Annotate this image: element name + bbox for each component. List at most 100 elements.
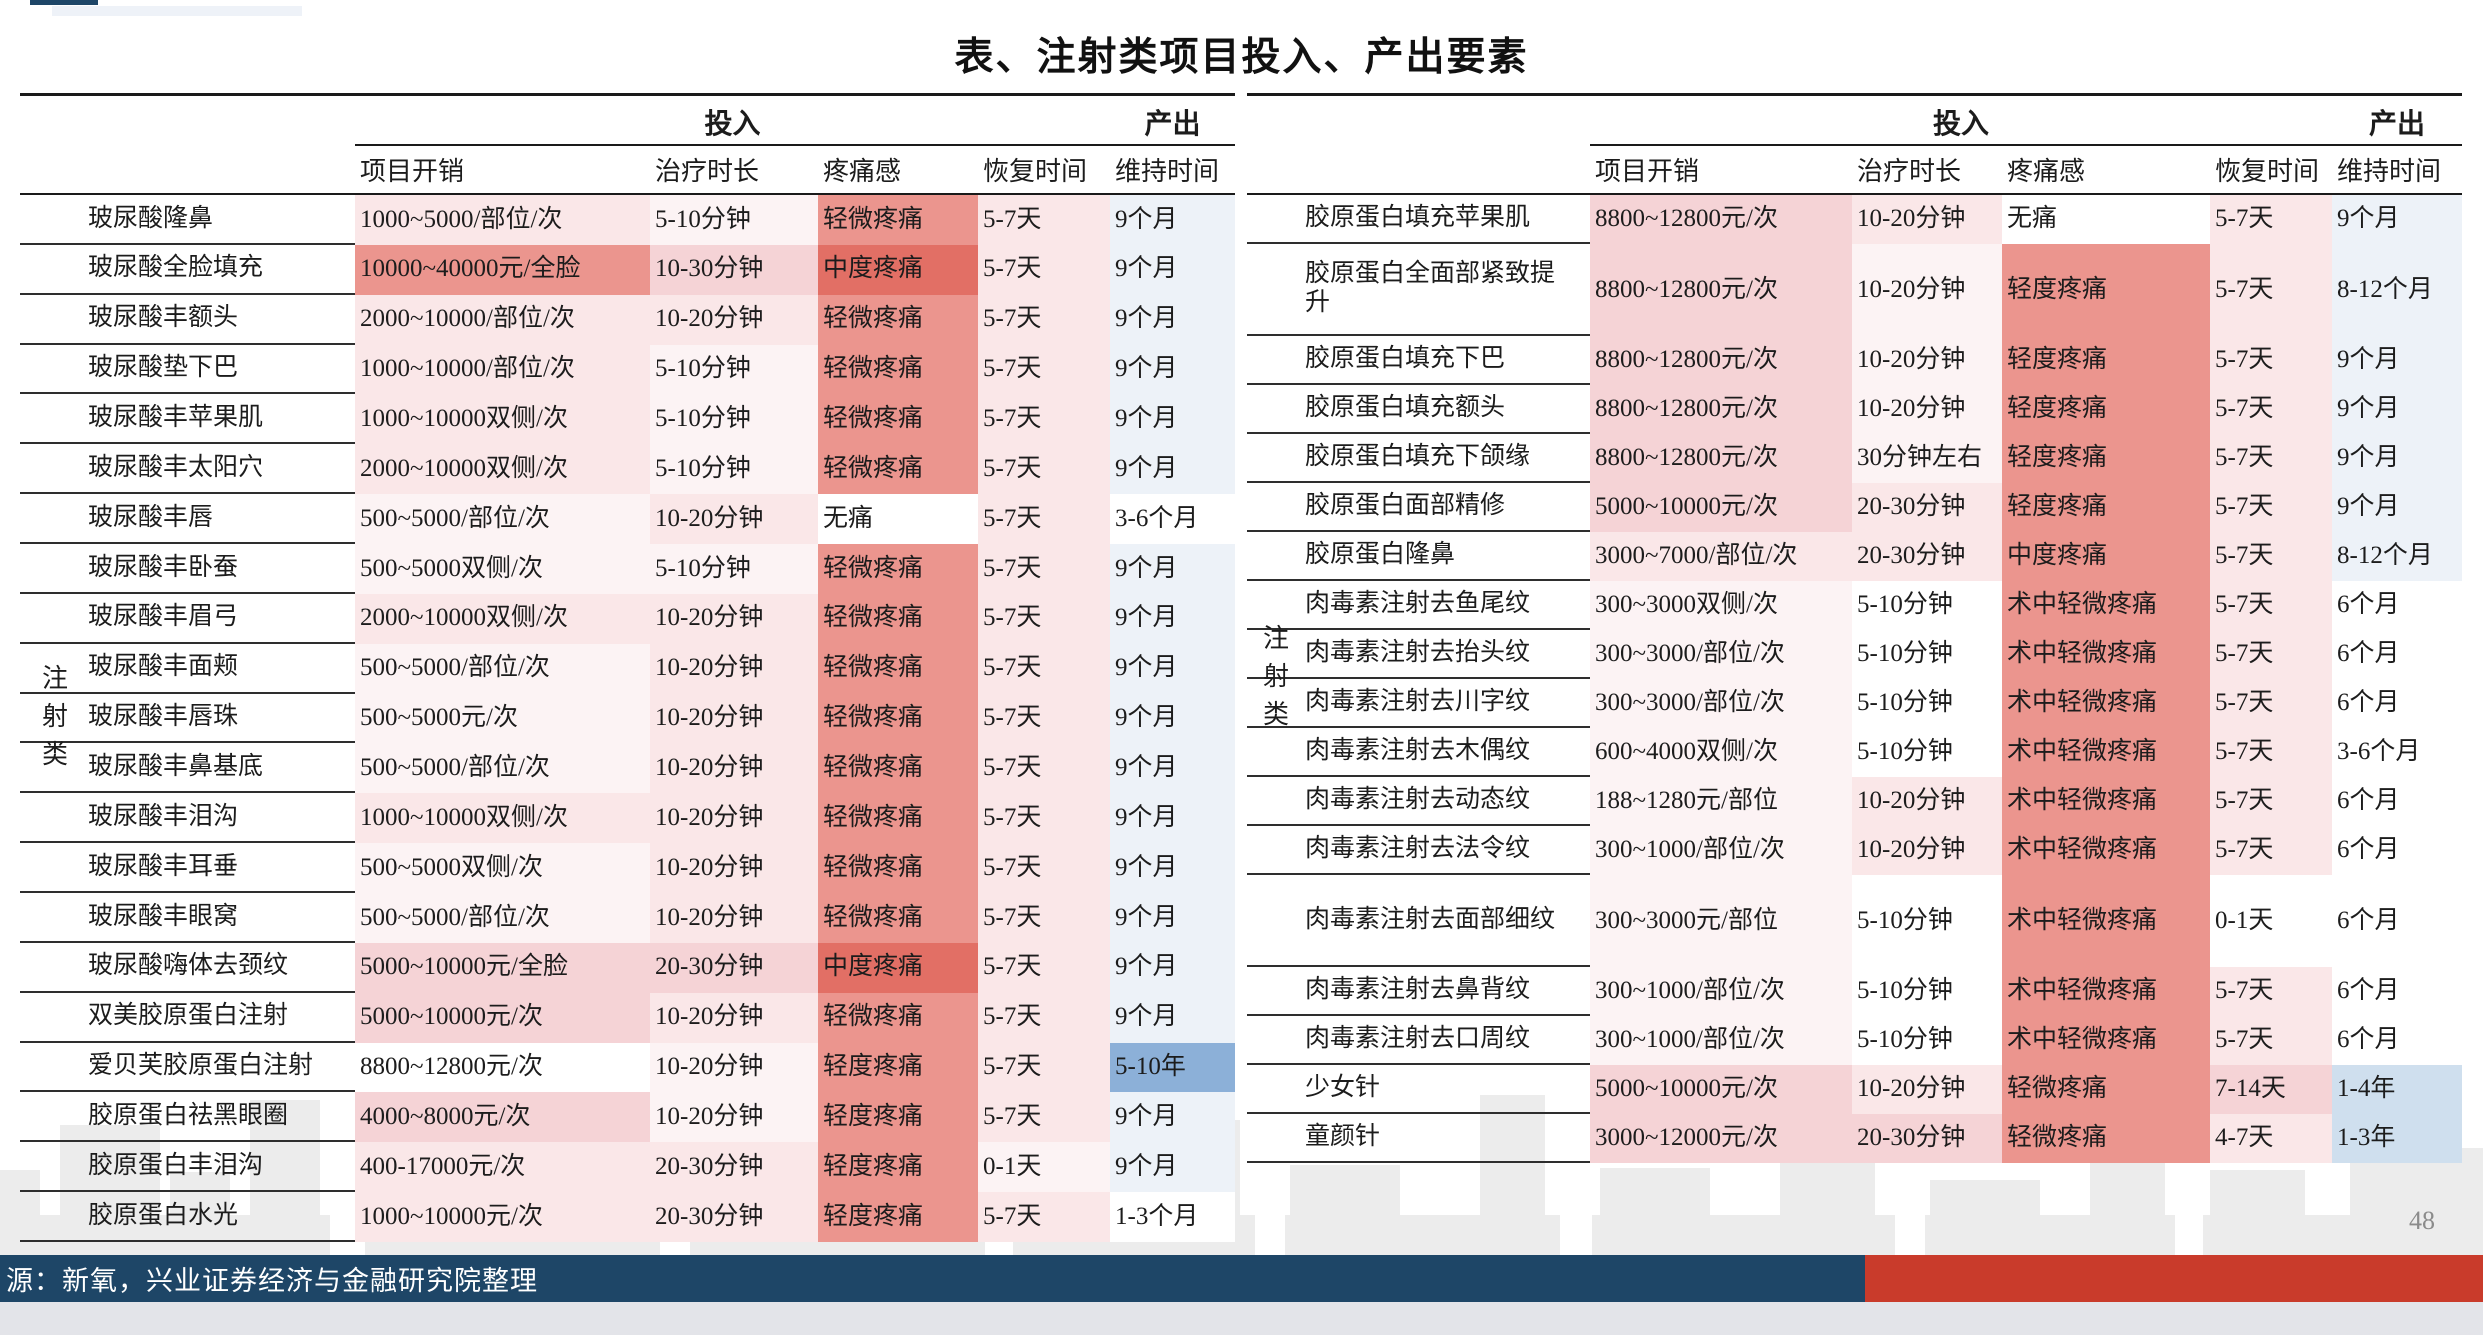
maintain-cell: 6个月 bbox=[2332, 679, 2462, 728]
table-row: 玻尿酸丰鼻基底 500~5000/部位/次 10-20分钟 轻微疼痛 5-7天 9个月 bbox=[20, 743, 1235, 794]
duration-cell: 5-10分钟 bbox=[650, 544, 818, 594]
top-left-accent-strip bbox=[52, 6, 302, 16]
recovery-cell: 4-7天 bbox=[2210, 1114, 2332, 1163]
recovery-cell: 5-7天 bbox=[978, 1092, 1110, 1143]
cost-cell: 5000~10000元/次 bbox=[1590, 1065, 1852, 1114]
recovery-cell: 5-7天 bbox=[978, 244, 1110, 295]
column-header-duration: 治疗时长 bbox=[655, 157, 760, 186]
recovery-cell: 5-7天 bbox=[2210, 679, 2332, 728]
recovery-cell: 5-7天 bbox=[2210, 630, 2332, 679]
pain-cell: 轻度疼痛 bbox=[2002, 336, 2210, 385]
recovery-cell: 5-7天 bbox=[978, 294, 1110, 345]
duration-cell: 10-20分钟 bbox=[1852, 826, 2002, 875]
pain-cell: 术中轻微疼痛 bbox=[2002, 630, 2210, 679]
table-body: 胶原蛋白填充苹果肌 8800~12800元/次 10-20分钟 无痛 5-7天 9个月 胶原… bbox=[1247, 193, 2462, 1163]
source-text: 源：新氧，兴业证券经济与金融研究院整理 bbox=[6, 1266, 538, 1296]
maintain-cell: 9个月 bbox=[1110, 244, 1235, 295]
project-name-cell: 玻尿酸丰眼窝 bbox=[20, 893, 355, 943]
duration-cell: 10-20分钟 bbox=[650, 693, 818, 744]
column-header-recovery: 恢复时间 bbox=[2215, 157, 2320, 186]
duration-cell: 10-20分钟 bbox=[650, 992, 818, 1043]
group-header-output: 产出 bbox=[2368, 109, 2425, 140]
project-name-cell: 肉毒素注射去川字纹 bbox=[1247, 679, 1590, 728]
pain-cell: 术中轻微疼痛 bbox=[2002, 728, 2210, 777]
duration-cell: 10-30分钟 bbox=[650, 244, 818, 295]
column-header-row: 项目开销 治疗时长 疼痛感 恢复时间 维持时间 bbox=[1247, 146, 2462, 193]
project-name-cell: 肉毒素注射去面部细纹 bbox=[1247, 875, 1590, 967]
duration-cell: 20-30分钟 bbox=[650, 1192, 818, 1243]
pain-cell: 轻微疼痛 bbox=[818, 394, 978, 445]
project-name-cell: 玻尿酸隆鼻 bbox=[20, 195, 355, 245]
column-header-recovery: 恢复时间 bbox=[983, 157, 1088, 186]
project-name-cell: 胶原蛋白面部精修 bbox=[1247, 483, 1590, 532]
table-row: 玻尿酸丰耳垂 500~5000双侧/次 10-20分钟 轻微疼痛 5-7天 9个月 bbox=[20, 843, 1235, 894]
cost-cell: 8800~12800元/次 bbox=[1590, 244, 1852, 336]
column-header-maintain: 维持时间 bbox=[1115, 157, 1220, 186]
project-name-cell: 玻尿酸丰卧蚕 bbox=[20, 544, 355, 594]
pain-cell: 轻微疼痛 bbox=[818, 444, 978, 495]
category-label-injection: 注射类 bbox=[1261, 620, 1291, 734]
column-header-maintain: 维持时间 bbox=[2337, 157, 2442, 186]
cost-cell: 400-17000元/次 bbox=[355, 1142, 650, 1193]
column-header-cost: 项目开销 bbox=[360, 157, 465, 186]
maintain-cell: 8-12个月 bbox=[2332, 244, 2462, 336]
recovery-cell: 5-7天 bbox=[2210, 777, 2332, 826]
project-name-cell: 肉毒素注射去法令纹 bbox=[1247, 826, 1590, 875]
project-name-cell: 肉毒素注射去鱼尾纹 bbox=[1247, 581, 1590, 630]
recovery-cell: 5-7天 bbox=[2210, 434, 2332, 483]
table-row: 胶原蛋白水光 1000~10000元/次 20-30分钟 轻度疼痛 5-7天 1-3个月 bbox=[20, 1192, 1235, 1243]
project-name-cell: 双美胶原蛋白注射 bbox=[20, 993, 355, 1043]
project-name-cell: 玻尿酸丰额头 bbox=[20, 295, 355, 345]
duration-cell: 10-20分钟 bbox=[650, 294, 818, 345]
duration-cell: 10-20分钟 bbox=[650, 793, 818, 844]
duration-cell: 10-20分钟 bbox=[1852, 777, 2002, 826]
recovery-cell: 5-7天 bbox=[978, 743, 1110, 794]
project-name-cell: 肉毒素注射去鼻背纹 bbox=[1247, 967, 1590, 1016]
duration-cell: 10-20分钟 bbox=[650, 743, 818, 794]
duration-cell: 20-30分钟 bbox=[650, 1142, 818, 1193]
injection-table-left: 投入 产出 项目开销 治疗时长 疼痛感 恢复时间 维持时间 玻尿酸隆鼻 1000~… bbox=[20, 93, 1235, 1243]
project-name-cell: 玻尿酸丰太阳穴 bbox=[20, 444, 355, 495]
pain-cell: 轻度疼痛 bbox=[818, 1042, 978, 1093]
pain-cell: 轻微疼痛 bbox=[818, 294, 978, 345]
table-row: 肉毒素注射去法令纹 300~1000/部位/次 10-20分钟 术中轻微疼痛 5-7天 6… bbox=[1247, 826, 2462, 875]
duration-cell: 5-10分钟 bbox=[650, 195, 818, 245]
maintain-cell: 9个月 bbox=[1110, 1092, 1235, 1143]
table-row: 肉毒素注射去动态纹 188~1280元/部位 10-20分钟 术中轻微疼痛 5-7天 6个… bbox=[1247, 777, 2462, 826]
duration-cell: 5-10分钟 bbox=[1852, 875, 2002, 967]
recovery-cell: 5-7天 bbox=[978, 444, 1110, 495]
duration-cell: 5-10分钟 bbox=[1852, 630, 2002, 679]
maintain-cell: 9个月 bbox=[1110, 544, 1235, 594]
cost-cell: 300~3000/部位/次 bbox=[1590, 679, 1852, 728]
maintain-cell: 9个月 bbox=[1110, 893, 1235, 943]
project-name-cell: 爱贝芙胶原蛋白注射 bbox=[20, 1043, 355, 1093]
cost-cell: 1000~10000元/次 bbox=[355, 1192, 650, 1243]
project-name-cell: 胶原蛋白填充下巴 bbox=[1247, 336, 1590, 385]
maintain-cell: 3-6个月 bbox=[1110, 494, 1235, 545]
project-name-cell: 玻尿酸丰苹果肌 bbox=[20, 394, 355, 445]
pain-cell: 轻度疼痛 bbox=[2002, 244, 2210, 336]
duration-cell: 10-20分钟 bbox=[650, 494, 818, 545]
table-row: 胶原蛋白祛黑眼圈 4000~8000元/次 10-20分钟 轻度疼痛 5-7天 9个月 bbox=[20, 1092, 1235, 1143]
pain-cell: 无痛 bbox=[2002, 195, 2210, 244]
duration-cell: 20-30分钟 bbox=[650, 942, 818, 993]
maintain-cell: 6个月 bbox=[2332, 967, 2462, 1016]
project-name-cell: 胶原蛋白祛黑眼圈 bbox=[20, 1092, 355, 1143]
recovery-cell: 5-7天 bbox=[2210, 195, 2332, 244]
cost-cell: 3000~12000元/次 bbox=[1590, 1114, 1852, 1163]
recovery-cell: 7-14天 bbox=[2210, 1065, 2332, 1114]
recovery-cell: 0-1天 bbox=[978, 1142, 1110, 1193]
pain-cell: 术中轻微疼痛 bbox=[2002, 581, 2210, 630]
maintain-cell: 9个月 bbox=[1110, 444, 1235, 495]
duration-cell: 5-10分钟 bbox=[650, 344, 818, 395]
table-row: 玻尿酸丰苹果肌 1000~10000双侧/次 5-10分钟 轻微疼痛 5-7天 9个月 bbox=[20, 394, 1235, 445]
duration-cell: 10-20分钟 bbox=[1852, 244, 2002, 336]
table-row: 肉毒素注射去口周纹 300~1000/部位/次 5-10分钟 术中轻微疼痛 5-7天 6个… bbox=[1247, 1016, 2462, 1065]
pain-cell: 轻微疼痛 bbox=[2002, 1065, 2210, 1114]
project-name-cell: 肉毒素注射去口周纹 bbox=[1247, 1016, 1590, 1065]
maintain-cell: 9个月 bbox=[1110, 294, 1235, 345]
recovery-cell: 5-7天 bbox=[978, 494, 1110, 545]
project-name-cell: 胶原蛋白填充苹果肌 bbox=[1247, 195, 1590, 244]
pain-cell: 术中轻微疼痛 bbox=[2002, 777, 2210, 826]
column-header-row: 项目开销 治疗时长 疼痛感 恢复时间 维持时间 bbox=[20, 146, 1235, 193]
